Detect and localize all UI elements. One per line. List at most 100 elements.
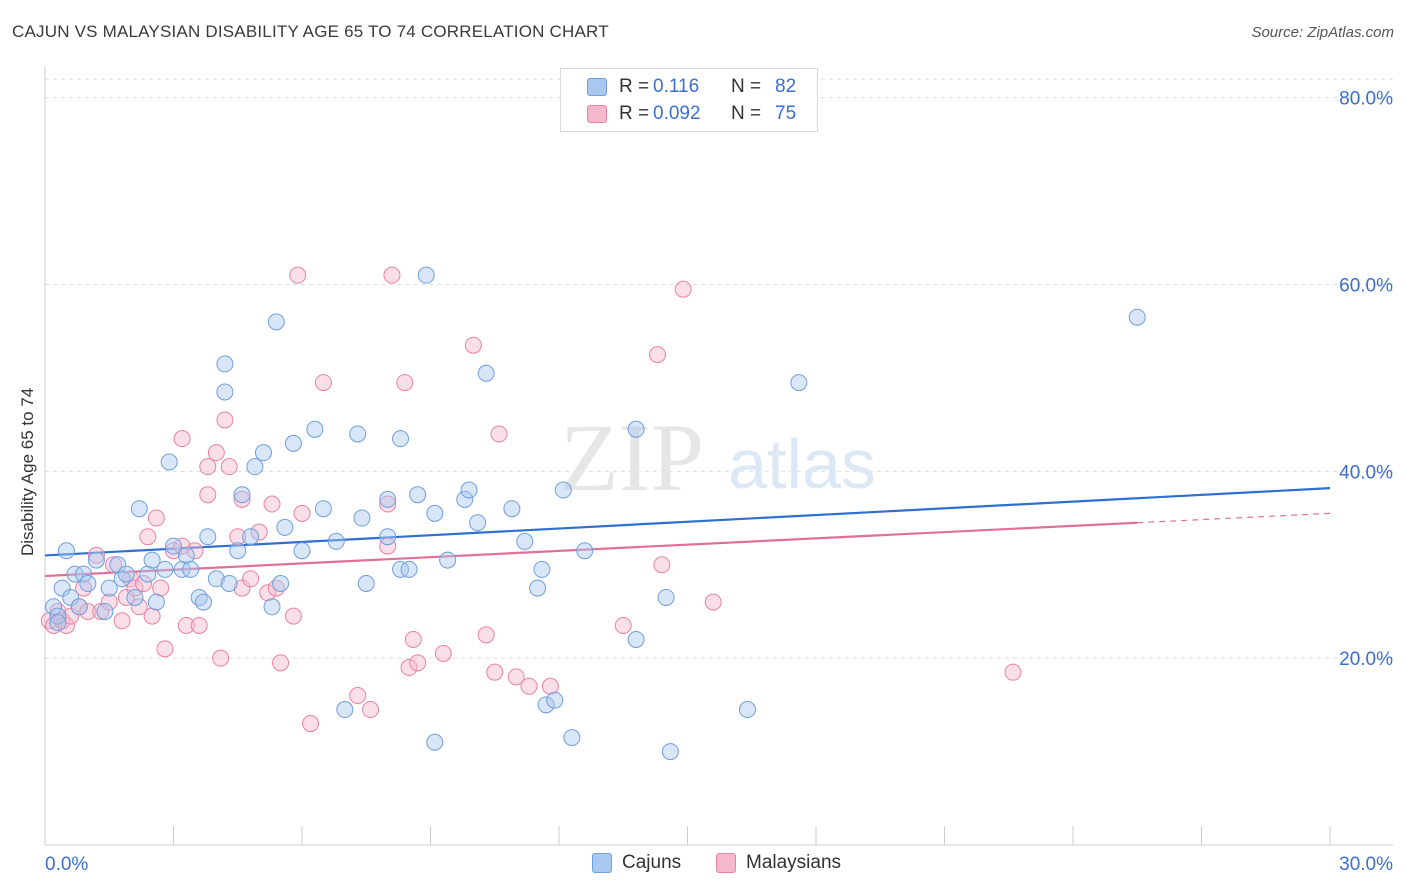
cajun-legend-swatch (592, 853, 612, 873)
malaysian-point (100, 593, 118, 611)
x-tick-label: 0.0% (45, 854, 88, 875)
cajun-point (156, 560, 174, 578)
malaysian-point (143, 607, 161, 625)
legend-n-value: 82 (775, 76, 797, 97)
malaysian-point (349, 687, 367, 705)
axes (44, 66, 1393, 846)
cajun-point (426, 504, 444, 522)
malaysian-point (409, 654, 427, 672)
cajun-point (392, 430, 410, 448)
legend-n-label: N = (731, 103, 762, 124)
cajun-point (439, 551, 457, 569)
malaysian-point (220, 458, 238, 476)
cajun-swatch (587, 78, 607, 96)
malaysian-swatch (587, 105, 607, 123)
cajun-point (165, 537, 182, 555)
malaysian-point (400, 659, 418, 677)
malaysian-point (486, 663, 504, 681)
cajun-point (379, 490, 397, 508)
cajun-point (563, 729, 581, 747)
cajun-point (627, 630, 645, 648)
cajun-point (199, 528, 217, 546)
cajun-point (79, 574, 97, 592)
cajun-point (263, 598, 281, 616)
malaysian-point (173, 430, 191, 448)
malaysian-point (212, 649, 230, 667)
cajun-point (216, 383, 234, 401)
cajun-point (177, 546, 195, 564)
malaysian-point (130, 598, 148, 616)
malaysian-point (105, 556, 123, 574)
malaysian-point (147, 509, 165, 527)
cajun-point (66, 565, 84, 583)
malaysian-point (177, 616, 195, 634)
legend-item-malaysians[interactable]: Malaysians (716, 852, 841, 874)
watermark: ZIP atlas (560, 404, 876, 511)
cajun-point (229, 542, 247, 560)
malaysian-point (126, 579, 144, 597)
cajun-point (233, 486, 251, 504)
malaysian-point (186, 542, 204, 560)
malaysian-point (135, 574, 153, 592)
cajun-point (469, 514, 487, 532)
cajun-point (254, 444, 272, 462)
trend-lines (44, 487, 1331, 578)
cajun-point (546, 691, 564, 709)
legend-r-label: R = (619, 76, 650, 97)
cajun-point (100, 579, 118, 597)
malaysian-point (199, 486, 217, 504)
cajun-point (147, 593, 165, 611)
cajun-point (160, 453, 178, 471)
cajun-point (70, 598, 88, 616)
y-tick-label: 40.0% (1339, 462, 1393, 483)
malaysian-point (383, 266, 401, 284)
cajun-point (182, 560, 200, 578)
cajun-point (194, 593, 212, 611)
legend-item-cajuns[interactable]: Cajuns (592, 852, 681, 874)
malaysian-point (674, 280, 692, 298)
cajun-point (426, 733, 444, 751)
cajun-point (409, 486, 427, 504)
malaysian-point (434, 645, 452, 662)
malaysian-point (477, 626, 495, 644)
malaysian-point (199, 458, 217, 476)
cajun-point (109, 556, 127, 574)
malaysian-point (250, 523, 268, 541)
legend-n-label: N = (731, 76, 762, 97)
malaysian-point (272, 654, 290, 672)
malaysian-point (242, 570, 260, 588)
y-tick-label: 20.0% (1339, 649, 1393, 670)
cajun-point (126, 588, 144, 606)
malaysian-point (190, 616, 208, 634)
malaysian-point (379, 495, 397, 513)
malaysian-point (233, 490, 251, 508)
cajun-point (96, 602, 114, 620)
malaysian-point (263, 495, 281, 513)
malaysian-point (404, 630, 422, 648)
series-legend: Cajuns Malaysians (0, 852, 1406, 878)
malaysian-point (490, 425, 508, 443)
malaysian-point (379, 537, 397, 555)
cajun-point (216, 355, 234, 373)
cajun-legend-label: Cajuns (622, 852, 682, 873)
cajun-point (53, 579, 71, 597)
cajun-point (327, 532, 345, 550)
cajun-point (400, 560, 418, 578)
cajun-point (75, 565, 93, 583)
x-tick-label: 30.0% (1339, 854, 1393, 875)
cajun-point (143, 551, 161, 569)
cajun-point (1128, 308, 1146, 326)
cajun-point (173, 560, 191, 578)
cajun-point (220, 574, 238, 592)
cajun-point (738, 701, 756, 719)
cajun-point (576, 542, 594, 560)
cajun-point (130, 500, 148, 518)
malaysian-point (704, 593, 722, 611)
cajun-point (627, 420, 645, 438)
cajun-point (87, 551, 105, 569)
stats-legend: R = 0.116 N = 82 R = 0.092 N = 75 (560, 68, 818, 132)
cajun-point (392, 560, 410, 578)
malaysian-point (653, 556, 671, 574)
malaysian-point (1004, 663, 1022, 681)
malaysian-trend-line (44, 521, 1138, 578)
